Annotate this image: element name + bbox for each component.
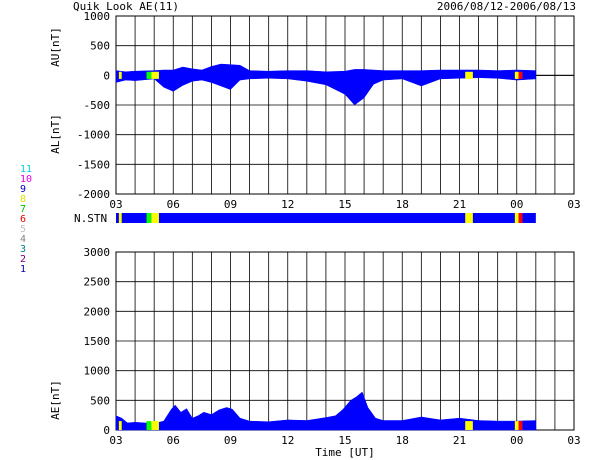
y-tick-label: 2000 [84, 305, 111, 318]
legend-item: 2 [20, 254, 27, 265]
station-patch [465, 421, 473, 430]
legend-item: 9 [20, 184, 27, 195]
station-patch [146, 421, 152, 430]
x-tick-label: 09 [224, 434, 237, 447]
station-patch [146, 71, 152, 79]
legend-item: 11 [20, 164, 33, 175]
station-patch [118, 71, 122, 79]
x-tick-label: 15 [338, 198, 351, 211]
y-tick-label: 1000 [84, 10, 111, 23]
x-tick-label: 03 [567, 434, 580, 447]
x-axis-label: Time [UT] [315, 446, 375, 459]
station-segment [151, 213, 159, 223]
station-segment [118, 213, 122, 223]
y-tick-label: -1500 [77, 158, 110, 171]
station-patch [118, 421, 122, 430]
y-tick-label: 0 [103, 424, 110, 437]
au-axis-label: AU[nT] [49, 27, 62, 67]
x-tick-label: 06 [167, 198, 180, 211]
ae-axis-label: AE[nT] [49, 380, 62, 420]
legend-item: 3 [20, 244, 27, 255]
station-segment [514, 213, 519, 223]
legend-item: 8 [20, 194, 27, 205]
station-patch [514, 421, 519, 430]
legend-item: 1 [20, 264, 27, 275]
chart-title: Quik Look AE(11) [73, 0, 179, 13]
station-patch [518, 71, 523, 79]
ae-area [115, 391, 537, 431]
legend-item: 7 [20, 204, 27, 215]
y-tick-label: -500 [84, 99, 111, 112]
date-range: 2006/08/12-2006/08/13 [436, 0, 576, 13]
legend-item: 10 [20, 174, 33, 185]
x-tick-label: 09 [224, 198, 237, 211]
station-segment [465, 213, 473, 223]
x-tick-label: 18 [396, 198, 409, 211]
x-tick-label: 00 [510, 434, 523, 447]
station-patch [465, 71, 473, 79]
y-tick-label: 3000 [84, 246, 111, 259]
y-tick-label: 500 [90, 40, 110, 53]
x-tick-label: 15 [338, 434, 351, 447]
y-tick-label: 1000 [84, 365, 111, 378]
station-patch [514, 71, 519, 79]
x-tick-label: 03 [109, 434, 122, 447]
n-stn-label: N.STN [74, 212, 107, 225]
station-segment [518, 213, 523, 223]
station-segment [116, 213, 536, 223]
station-patch [151, 421, 159, 430]
y-tick-label: 1500 [84, 335, 111, 348]
y-tick-label: 0 [103, 69, 110, 82]
x-tick-label: 03 [567, 198, 580, 211]
legend-item: 5 [20, 224, 27, 235]
legend-item: 6 [20, 214, 27, 225]
x-tick-label: 12 [281, 434, 294, 447]
y-tick-label: 500 [90, 394, 110, 407]
x-tick-label: 18 [396, 434, 409, 447]
station-patch [518, 421, 523, 430]
x-tick-label: 03 [109, 198, 122, 211]
y-tick-label: 2500 [84, 276, 111, 289]
plot-frame [115, 15, 575, 195]
station-patch [151, 71, 159, 79]
y-tick-label: -2000 [77, 188, 110, 201]
x-tick-label: 21 [453, 198, 466, 211]
x-tick-label: 21 [453, 434, 466, 447]
x-tick-label: 00 [510, 198, 523, 211]
al-axis-label: AL[nT] [49, 114, 62, 154]
x-tick-label: 12 [281, 198, 294, 211]
y-tick-label: -1000 [77, 129, 110, 142]
x-tick-label: 06 [167, 434, 180, 447]
au-al-area [115, 63, 537, 106]
legend-item: 4 [20, 234, 27, 245]
station-segment [146, 213, 152, 223]
station-legend: 11 10 9 8 7 6 5 4 3 2 1 [20, 165, 32, 275]
